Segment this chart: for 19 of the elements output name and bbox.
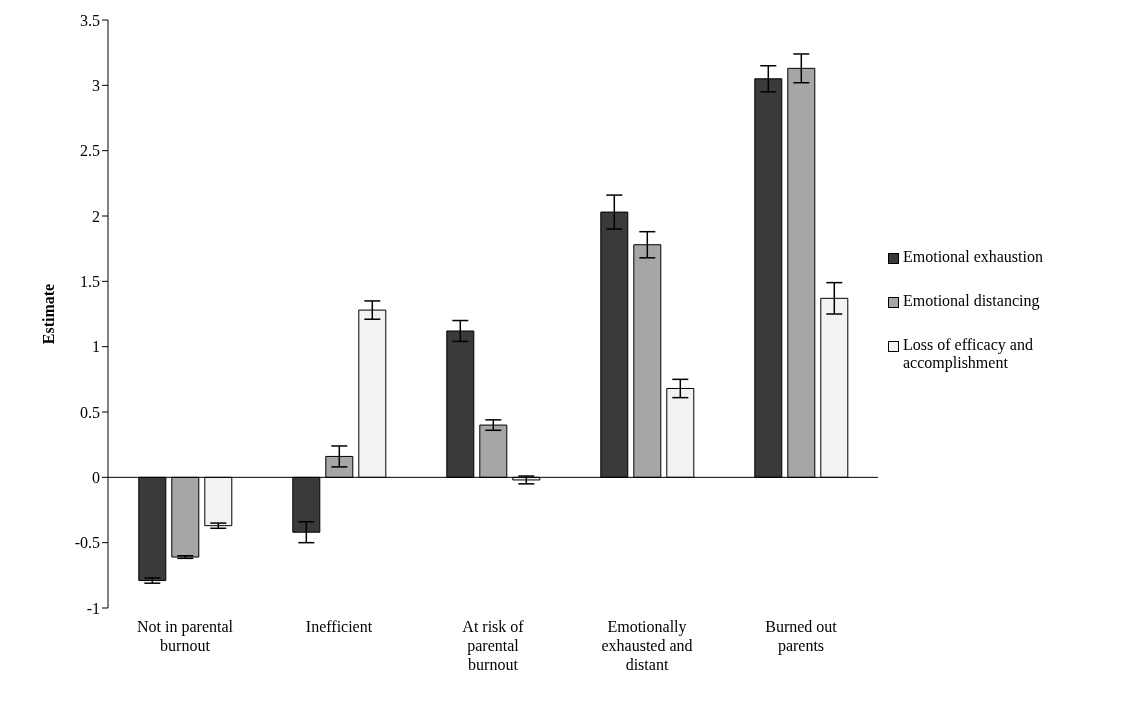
y-tick-label: 1.5 bbox=[80, 273, 100, 291]
y-axis-title: Estimate bbox=[39, 283, 57, 345]
y-tick-label: 2 bbox=[92, 207, 100, 225]
y-tick-label: 3 bbox=[92, 77, 100, 95]
y-tick-label: 0 bbox=[92, 469, 100, 487]
x-tick-label: Not in parental burnout bbox=[137, 618, 234, 654]
x-tick-label: Burned out parents bbox=[765, 618, 838, 655]
legend-label: Loss of efficacy and accomplishment bbox=[903, 336, 1034, 372]
y-tick-label: 3.5 bbox=[80, 11, 100, 29]
y-tick-label: 0.5 bbox=[80, 403, 100, 421]
y-tick-label: 1 bbox=[92, 338, 100, 356]
y-tick-label: 2.5 bbox=[80, 142, 100, 160]
y-tick-label: -0.5 bbox=[74, 534, 100, 552]
y-tick-label: -1 bbox=[86, 599, 100, 617]
x-tick-label: At risk of parental burnout bbox=[462, 618, 525, 673]
legend-label: Emotional exhaustion bbox=[903, 248, 1043, 266]
x-tick-label: Emotionally exhausted and distant bbox=[601, 618, 693, 673]
x-tick-label: Inefficient bbox=[305, 618, 373, 635]
legend-label: Emotional distancing bbox=[903, 292, 1040, 310]
